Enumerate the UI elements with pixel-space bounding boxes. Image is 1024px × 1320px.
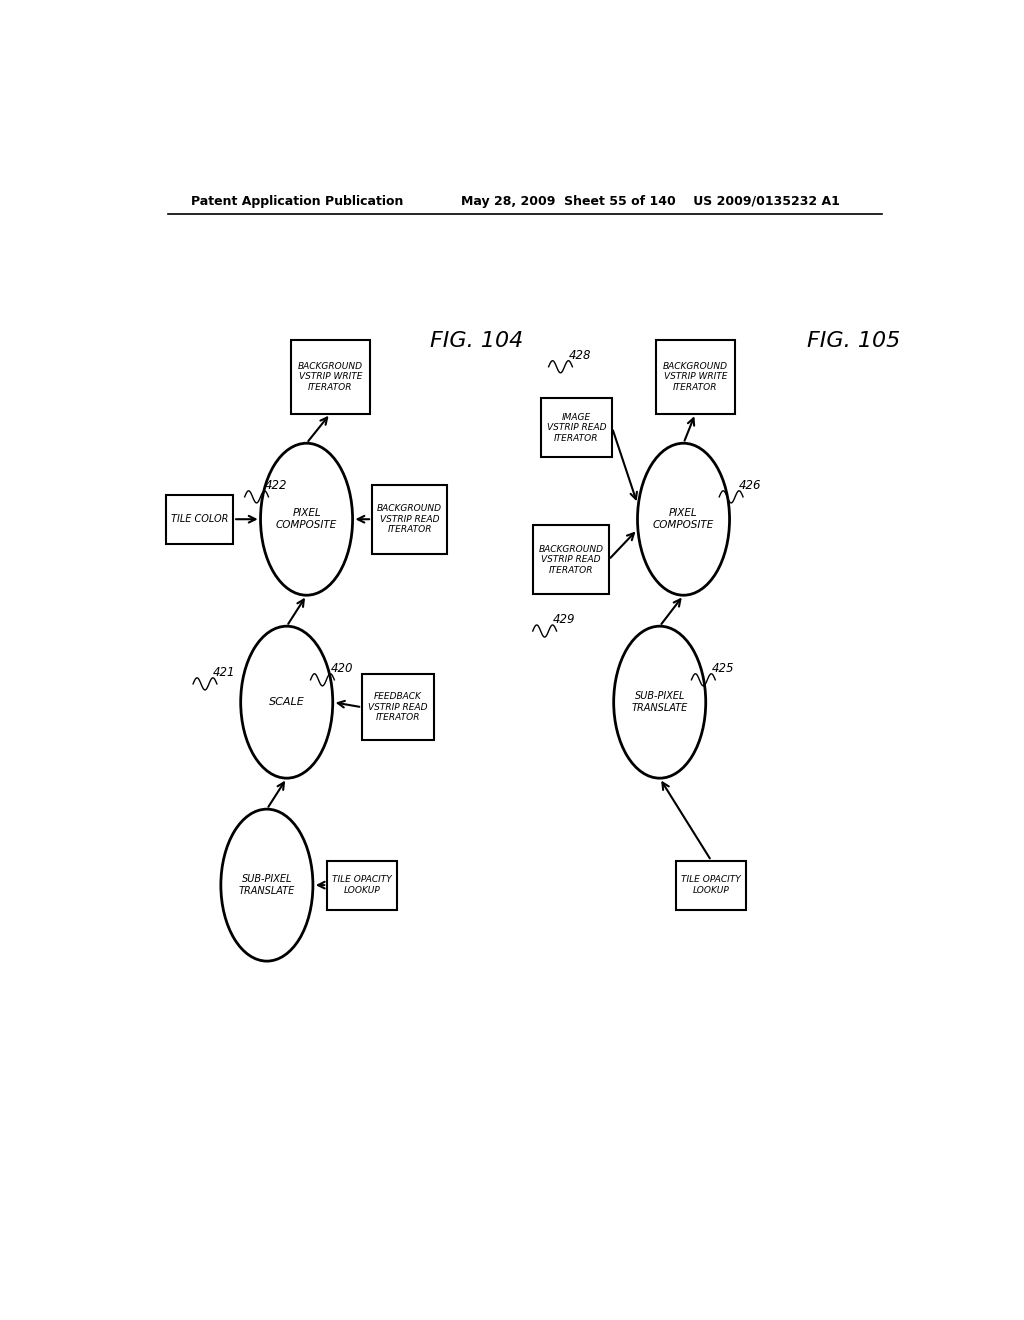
Text: TILE COLOR: TILE COLOR: [171, 515, 228, 524]
FancyBboxPatch shape: [372, 484, 447, 554]
Text: 429: 429: [553, 612, 575, 626]
Text: IMAGE
VSTRIP READ
ITERATOR: IMAGE VSTRIP READ ITERATOR: [547, 413, 606, 442]
Text: BACKGROUND
VSTRIP WRITE
ITERATOR: BACKGROUND VSTRIP WRITE ITERATOR: [663, 362, 728, 392]
Text: 425: 425: [712, 661, 734, 675]
Ellipse shape: [260, 444, 352, 595]
Text: SCALE: SCALE: [269, 697, 304, 708]
Text: SUB-PIXEL
TRANSLATE: SUB-PIXEL TRANSLATE: [239, 874, 295, 896]
Ellipse shape: [241, 626, 333, 779]
FancyBboxPatch shape: [541, 399, 612, 457]
Text: BACKGROUND
VSTRIP WRITE
ITERATOR: BACKGROUND VSTRIP WRITE ITERATOR: [298, 362, 362, 392]
Text: PIXEL
COMPOSITE: PIXEL COMPOSITE: [653, 508, 714, 531]
Text: BACKGROUND
VSTRIP READ
ITERATOR: BACKGROUND VSTRIP READ ITERATOR: [539, 545, 603, 574]
Ellipse shape: [221, 809, 313, 961]
Text: SUB-PIXEL
TRANSLATE: SUB-PIXEL TRANSLATE: [632, 692, 688, 713]
FancyBboxPatch shape: [166, 495, 233, 544]
FancyBboxPatch shape: [362, 675, 433, 741]
FancyBboxPatch shape: [677, 861, 746, 909]
Text: 420: 420: [331, 661, 353, 675]
Text: TILE OPACITY
LOOKUP: TILE OPACITY LOOKUP: [332, 875, 392, 895]
Text: BACKGROUND
VSTRIP READ
ITERATOR: BACKGROUND VSTRIP READ ITERATOR: [377, 504, 442, 535]
Text: TILE OPACITY
LOOKUP: TILE OPACITY LOOKUP: [681, 875, 741, 895]
Text: 428: 428: [568, 348, 591, 362]
FancyBboxPatch shape: [655, 341, 735, 413]
Ellipse shape: [613, 626, 706, 779]
Text: 426: 426: [739, 479, 762, 492]
Text: FIG. 105: FIG. 105: [807, 331, 900, 351]
Text: PIXEL
COMPOSITE: PIXEL COMPOSITE: [275, 508, 337, 531]
Text: FIG. 104: FIG. 104: [430, 331, 523, 351]
Text: May 28, 2009  Sheet 55 of 140    US 2009/0135232 A1: May 28, 2009 Sheet 55 of 140 US 2009/013…: [461, 195, 840, 209]
Text: Patent Application Publication: Patent Application Publication: [191, 195, 403, 209]
Text: 422: 422: [264, 479, 287, 492]
Text: 421: 421: [213, 665, 236, 678]
Ellipse shape: [638, 444, 729, 595]
Text: FEEDBACK
VSTRIP READ
ITERATOR: FEEDBACK VSTRIP READ ITERATOR: [368, 693, 428, 722]
FancyBboxPatch shape: [534, 525, 608, 594]
FancyBboxPatch shape: [291, 341, 370, 413]
FancyBboxPatch shape: [328, 861, 397, 909]
